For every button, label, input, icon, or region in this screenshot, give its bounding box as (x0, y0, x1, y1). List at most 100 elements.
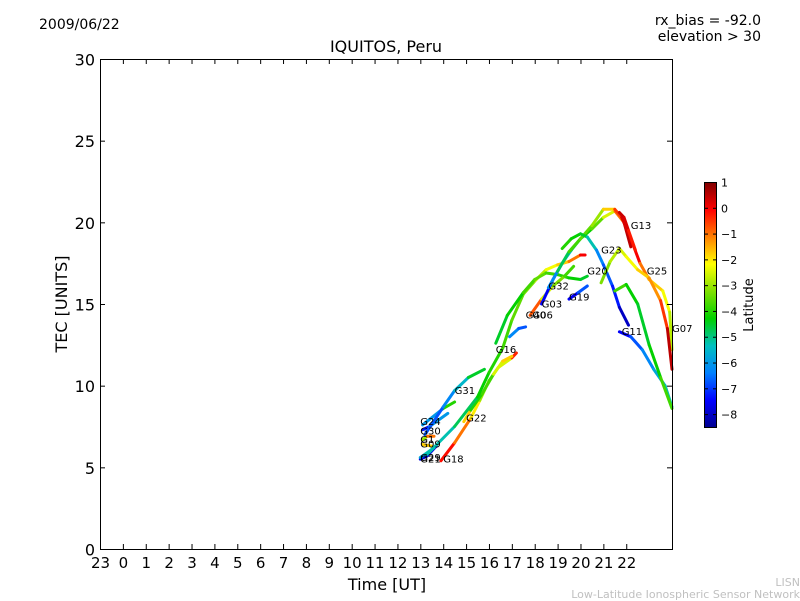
series-segment (425, 425, 457, 456)
x-tick-label: 7 (279, 554, 289, 572)
satellite-label: G20 (587, 267, 607, 278)
x-tick-label: 16 (480, 554, 499, 572)
series-segment (439, 441, 457, 463)
series-segment (441, 400, 457, 410)
x-tick-label: 18 (526, 554, 545, 572)
series-G40 (508, 325, 528, 339)
satellite-label: G11 (622, 327, 642, 338)
series-segment (476, 371, 491, 399)
series-segment (517, 325, 528, 330)
y-tick-label: 20 (75, 214, 95, 233)
x-tick-label: 14 (434, 554, 453, 572)
x-axis-label: Time [UT] (347, 575, 426, 594)
series-segment (487, 346, 505, 375)
series-G23 (560, 232, 630, 327)
series-segment (617, 305, 630, 327)
series-segment (501, 354, 514, 363)
series-segment (576, 284, 589, 295)
series-layer (418, 207, 674, 463)
series-segment (567, 291, 580, 301)
colorbar-tick-label: −3 (721, 280, 737, 293)
series-segment (510, 292, 525, 322)
series-G1 (421, 434, 436, 442)
series-G25 (599, 247, 674, 371)
x-tick-label: 12 (388, 554, 407, 572)
series-segment (611, 284, 621, 309)
rx-bias-label: rx_bias = -92.0 (654, 13, 761, 29)
series-G19 (567, 284, 589, 301)
x-tick-label: 1 (141, 554, 151, 572)
series-segment (453, 416, 473, 445)
x-tick-label: 0 (119, 554, 129, 572)
series-segment (494, 313, 509, 345)
series-segment (617, 330, 633, 339)
series-segment (505, 291, 525, 317)
series-segment (567, 237, 582, 254)
series-segment (617, 247, 628, 259)
x-tick-label: 3 (187, 554, 197, 572)
satellite-label: G18 (443, 454, 463, 465)
credit-line-2: Low-Latitude Ionospheric Sensor Network (571, 588, 800, 601)
series-segment (624, 255, 640, 272)
series-segment (569, 232, 582, 241)
x-tick-label: 4 (210, 554, 220, 572)
series-segment (665, 327, 674, 371)
x-tick-label: 17 (503, 554, 522, 572)
colorbar-fill (704, 182, 717, 428)
y-tick-label: 25 (75, 132, 95, 151)
series-G31 (423, 367, 486, 437)
series-G09 (421, 443, 434, 448)
satellite-label: G32 (548, 281, 568, 292)
series-segment (595, 248, 605, 267)
satellite-label: G03 (542, 299, 562, 310)
series-segment (622, 215, 630, 232)
series-segment (533, 271, 548, 281)
series-G13 (617, 211, 637, 252)
series-segment (659, 299, 669, 330)
y-tick-label: 15 (75, 296, 95, 315)
satellite-label: G07 (672, 324, 692, 335)
series-segment (469, 392, 484, 412)
colorbar-label: Latitude (742, 278, 757, 332)
series-segment (567, 253, 582, 263)
colorbar-tick-label: 1 (721, 177, 728, 190)
series-segment (640, 348, 656, 371)
series-segment (624, 282, 640, 306)
colorbar-tick-label: −6 (721, 357, 737, 370)
series-segment (453, 395, 479, 428)
satellite-label: G23 (601, 245, 621, 256)
series-segment (469, 398, 482, 420)
satellite-label: G21 (420, 454, 440, 465)
satellite-label: G24 (420, 417, 440, 428)
series-segment (636, 302, 651, 347)
series-segment (544, 263, 560, 272)
colorbar-tick-label: −5 (721, 331, 737, 344)
series-segment (441, 389, 457, 409)
satellite-label: G31 (455, 386, 475, 397)
satellite-label: G1 (420, 435, 434, 446)
satellite-label: G09 (420, 440, 440, 451)
series-segment (521, 278, 537, 295)
series-segment (563, 264, 576, 278)
series-segment (647, 276, 663, 303)
x-tick-label: 5 (233, 554, 243, 572)
series-segment (421, 443, 434, 448)
x-tick-label: 2 (164, 554, 174, 572)
date-label: 2009/06/22 (39, 17, 120, 33)
series-segment (560, 237, 573, 250)
colorbar-tick-label: −2 (721, 254, 737, 267)
series-segment (508, 327, 521, 339)
series-segment (613, 282, 628, 293)
series-segment (590, 215, 605, 231)
y-tick-label: 0 (85, 541, 95, 560)
y-tick-label: 30 (75, 51, 95, 70)
satellite-label: G29 (420, 453, 440, 464)
series-segment (556, 250, 571, 273)
series-segment (546, 269, 560, 290)
colorbar-tick-label: −1 (721, 228, 737, 241)
x-tick-label: 20 (571, 554, 590, 572)
x-tick-label: 13 (411, 554, 430, 572)
satellite-label: G13 (631, 221, 651, 232)
